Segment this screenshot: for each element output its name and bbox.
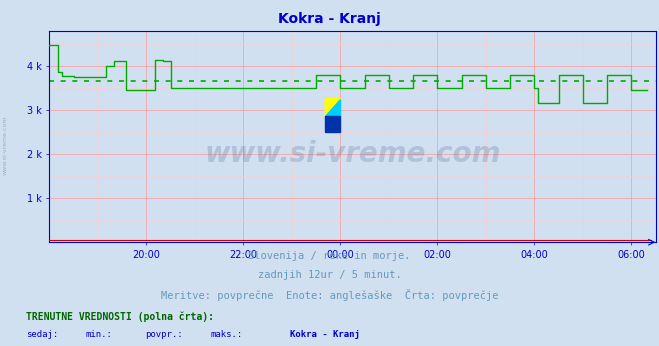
Text: maks.:: maks.: <box>211 330 243 339</box>
Text: Slovenija / reke in morje.: Slovenija / reke in morje. <box>248 251 411 261</box>
Text: www.si-vreme.com: www.si-vreme.com <box>204 139 501 167</box>
Text: Meritve: povprečne  Enote: anglešaške  Črta: povprečje: Meritve: povprečne Enote: anglešaške Črt… <box>161 289 498 301</box>
Polygon shape <box>326 99 341 116</box>
Polygon shape <box>326 99 341 116</box>
Text: TRENUTNE VREDNOSTI (polna črta):: TRENUTNE VREDNOSTI (polna črta): <box>26 311 214 322</box>
Text: min.:: min.: <box>86 330 113 339</box>
Text: zadnjih 12ur / 5 minut.: zadnjih 12ur / 5 minut. <box>258 270 401 280</box>
Text: sedaj:: sedaj: <box>26 330 59 339</box>
Text: povpr.:: povpr.: <box>145 330 183 339</box>
Text: Kokra - Kranj: Kokra - Kranj <box>290 330 360 339</box>
Text: Kokra - Kranj: Kokra - Kranj <box>278 12 381 26</box>
Polygon shape <box>326 116 341 133</box>
Text: www.si-vreme.com: www.si-vreme.com <box>3 116 8 175</box>
